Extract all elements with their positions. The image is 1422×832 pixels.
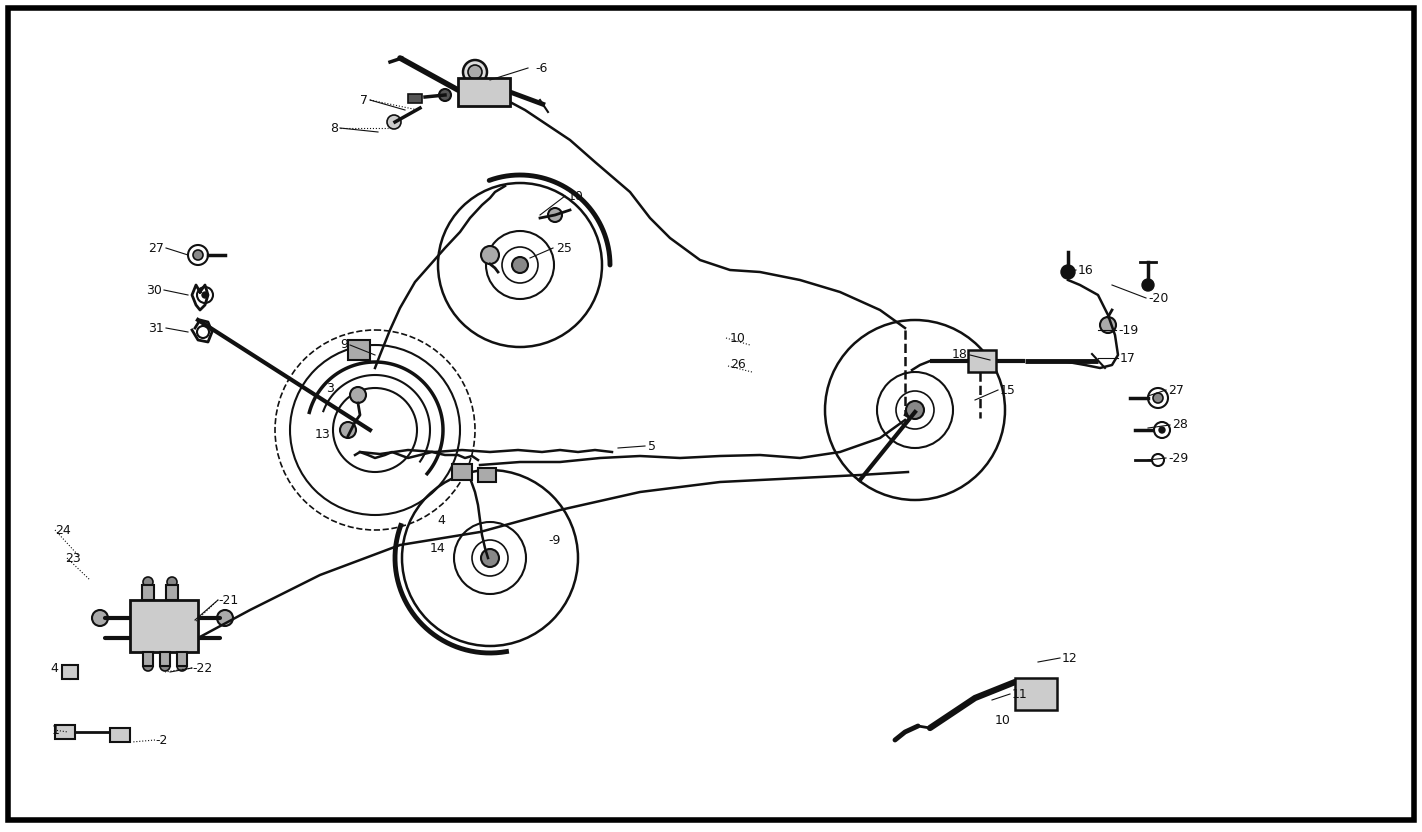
Text: 8: 8	[330, 121, 338, 135]
Text: -19: -19	[1118, 324, 1138, 336]
Bar	[142, 585, 154, 600]
Text: -22: -22	[192, 661, 212, 675]
Bar	[176, 652, 188, 666]
Circle shape	[1153, 393, 1163, 403]
Circle shape	[58, 726, 71, 738]
Text: -29: -29	[1167, 452, 1189, 464]
Bar	[129, 600, 198, 652]
Text: 1: 1	[53, 724, 60, 736]
Text: 17: 17	[1121, 351, 1136, 364]
Circle shape	[144, 661, 154, 671]
Text: 28: 28	[1172, 418, 1187, 432]
Bar	[144, 652, 154, 666]
Text: 30: 30	[146, 284, 162, 296]
Text: 4: 4	[50, 661, 58, 675]
Text: 10: 10	[995, 714, 1011, 726]
Text: 13: 13	[316, 428, 331, 442]
Circle shape	[481, 549, 499, 567]
Text: 5: 5	[648, 439, 656, 453]
Bar	[968, 350, 995, 372]
Circle shape	[1142, 279, 1155, 291]
Text: 16: 16	[1078, 264, 1094, 276]
Text: 4: 4	[437, 513, 445, 527]
Text: 27: 27	[148, 241, 164, 255]
Circle shape	[1044, 682, 1052, 690]
Circle shape	[439, 89, 451, 101]
Circle shape	[1021, 698, 1030, 706]
Text: 7: 7	[360, 93, 368, 106]
Circle shape	[387, 115, 401, 129]
Circle shape	[464, 60, 486, 84]
Bar	[63, 665, 78, 679]
Circle shape	[547, 208, 562, 222]
Circle shape	[166, 577, 176, 587]
Circle shape	[202, 292, 208, 298]
Bar	[408, 93, 422, 102]
Circle shape	[92, 610, 108, 626]
Circle shape	[340, 422, 356, 438]
Circle shape	[468, 65, 482, 79]
Circle shape	[358, 345, 365, 351]
Text: 3: 3	[326, 382, 334, 394]
Text: -21: -21	[218, 593, 239, 607]
Circle shape	[114, 729, 127, 741]
Text: 12: 12	[1062, 651, 1078, 665]
Circle shape	[1061, 265, 1075, 279]
Circle shape	[176, 661, 188, 671]
Bar	[348, 340, 370, 360]
Text: 25: 25	[556, 241, 572, 255]
Bar	[109, 728, 129, 742]
Circle shape	[348, 351, 356, 359]
Bar	[458, 78, 510, 106]
Circle shape	[1021, 682, 1030, 690]
Circle shape	[193, 250, 203, 260]
Circle shape	[906, 401, 924, 419]
Text: 10: 10	[567, 190, 584, 202]
Text: 18: 18	[953, 349, 968, 361]
Text: 26: 26	[729, 359, 745, 372]
Circle shape	[350, 387, 365, 403]
Text: -2: -2	[155, 734, 168, 746]
Circle shape	[63, 665, 77, 679]
Circle shape	[161, 661, 171, 671]
Text: 27: 27	[1167, 384, 1185, 397]
Bar	[1015, 678, 1057, 710]
Text: -6: -6	[535, 62, 547, 75]
Bar	[161, 652, 171, 666]
Text: -9: -9	[547, 533, 560, 547]
Text: 24: 24	[55, 523, 71, 537]
Text: 9: 9	[340, 339, 348, 351]
Circle shape	[481, 246, 499, 264]
Circle shape	[218, 610, 233, 626]
Text: 10: 10	[729, 331, 747, 344]
Text: 14: 14	[429, 542, 445, 554]
Circle shape	[1101, 317, 1116, 333]
Circle shape	[144, 577, 154, 587]
Text: 31: 31	[148, 321, 164, 334]
Text: -20: -20	[1148, 291, 1169, 305]
Circle shape	[1044, 698, 1052, 706]
Bar	[55, 725, 75, 739]
Bar	[166, 585, 178, 600]
Circle shape	[512, 257, 528, 273]
Bar	[452, 464, 472, 480]
Text: 15: 15	[1000, 384, 1015, 397]
Bar	[478, 468, 496, 482]
Circle shape	[1159, 427, 1165, 433]
Circle shape	[452, 464, 468, 480]
Text: 11: 11	[1012, 687, 1028, 701]
Text: 23: 23	[65, 552, 81, 564]
